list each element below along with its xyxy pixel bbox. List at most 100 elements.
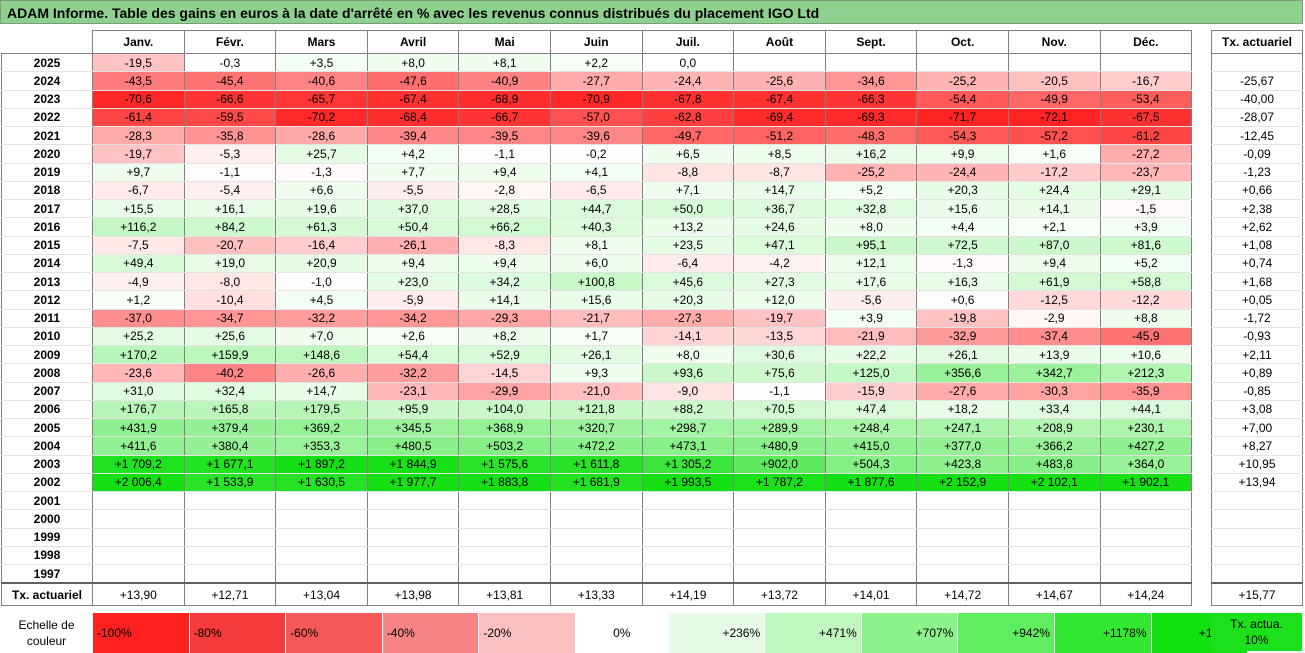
gain-cell: +28,5 — [458, 199, 551, 219]
month-header: Juin — [549, 30, 643, 54]
gain-cell — [275, 491, 368, 511]
footer-row: Tx. actuariel +13,90 +12,71 +13,04 +13,98 +13… — [1, 582, 1193, 607]
scale-swatch: +1178% — [1054, 613, 1152, 653]
gain-cell: +431,9 — [92, 418, 185, 438]
gain-cell: +32,4 — [183, 382, 276, 401]
month-header: Sept. — [824, 30, 917, 54]
gain-cell: +20,3 — [641, 290, 734, 310]
gain-cell: -61,4 — [92, 108, 185, 128]
gain-cell — [92, 546, 185, 566]
footer-label: Tx. actuariel — [1, 582, 93, 607]
gain-cell: +289,9 — [733, 418, 826, 438]
gains-table: Janv. Févr. Mars Avril Mai Juin Juil. Août Sept.… — [1, 30, 1193, 607]
gain-cell: -45,4 — [183, 71, 276, 91]
gain-cell: -32,2 — [275, 309, 368, 328]
month-header: Août — [733, 30, 826, 54]
actuarial-rate-cell: +1,08 — [1211, 236, 1303, 255]
gain-cell: -68,4 — [366, 108, 459, 128]
gain-cell: -1,0 — [275, 272, 368, 292]
gain-cell: -37,4 — [1007, 327, 1101, 347]
gain-cell: +1 897,2 — [275, 455, 368, 474]
table-row: 2012 +1,2 -10,4 +4,5 -5,9 +14,1 +15,6 +20,3 +12,… — [1, 290, 1193, 310]
gain-cell: +15,6 — [549, 290, 643, 310]
gain-cell — [733, 528, 826, 547]
gain-cell: -39,5 — [458, 126, 551, 146]
gain-cell — [458, 509, 551, 529]
gain-cell: +25,7 — [275, 144, 368, 164]
year-cell: 2015 — [1, 236, 93, 255]
table-row: 2023 -70,6 -66,6 -65,7 -67,4 -68,9 -70,9 -67,8-… — [1, 90, 1193, 109]
scale-swatch: -20% — [478, 613, 576, 653]
gain-cell: +0,6 — [916, 290, 1009, 310]
gain-cell — [458, 491, 551, 511]
gain-cell: +100,8 — [549, 272, 643, 292]
gain-cell: -19,8 — [916, 309, 1009, 328]
gain-cell — [275, 528, 368, 547]
gain-cell: +480,9 — [733, 436, 826, 456]
gain-cell: +1,2 — [92, 290, 185, 310]
year-cell: 2012 — [1, 290, 93, 310]
scale-tx-swatch: Tx. actua. 10% — [1211, 613, 1302, 651]
gain-cell: +366,2 — [1007, 436, 1101, 456]
actuarial-rate-cell — [1211, 509, 1303, 529]
gain-cell — [824, 53, 917, 73]
gain-cell: +18,2 — [916, 400, 1009, 420]
footer-rate-cell: +14,01 — [824, 582, 917, 607]
footer-rate-cell: +12,71 — [183, 582, 276, 607]
gain-cell: -8,0 — [183, 272, 276, 292]
gain-cell: +368,9 — [458, 418, 551, 438]
gain-cell: -5,9 — [366, 290, 459, 310]
footer-rate-cell: +13,72 — [733, 582, 826, 607]
gain-cell — [641, 564, 734, 584]
gain-cell — [916, 546, 1009, 566]
gain-cell: -62,8 — [641, 108, 734, 128]
gain-cell: -5,5 — [366, 181, 459, 201]
gain-cell: +75,6 — [733, 363, 826, 383]
gain-cell: +427,2 — [1099, 436, 1193, 456]
gain-cell: +159,9 — [183, 345, 276, 365]
gain-cell: +88,2 — [641, 400, 734, 420]
gain-cell: +95,1 — [824, 236, 917, 255]
gain-cell: -20,5 — [1007, 71, 1101, 91]
actuarial-rate-cell: -1,23 — [1211, 163, 1303, 182]
table-row: 2009 +170,2 +159,9 +148,6 +54,4 +52,9 +26,1 +8,… — [1, 345, 1193, 365]
gain-cell: +7,7 — [366, 163, 459, 182]
gain-cell: -8,8 — [641, 163, 734, 182]
gain-cell: 0,0 — [641, 53, 734, 73]
gain-cell: +356,6 — [916, 363, 1009, 383]
gain-cell: -2,8 — [458, 181, 551, 201]
gain-cell: +148,6 — [275, 345, 368, 365]
gain-cell: +345,5 — [366, 418, 459, 438]
gain-cell: +24,6 — [733, 217, 826, 237]
gain-cell — [916, 528, 1009, 547]
table-row: 2016 +116,2 +84,2 +61,3 +50,4 +66,2 +40,3 +13,2… — [1, 217, 1193, 237]
gain-cell: +25,6 — [183, 327, 276, 347]
gain-cell: +125,0 — [824, 363, 917, 383]
gain-cell: +353,3 — [275, 436, 368, 456]
gain-cell: +1 787,2 — [733, 473, 826, 493]
gain-cell: +15,6 — [916, 199, 1009, 219]
gain-cell: -32,9 — [916, 327, 1009, 347]
gain-cell: +95,9 — [366, 400, 459, 420]
table-row: 2013 -4,9 -8,0 -1,0 +23,0 +34,2 +100,8 +45,6 +27… — [1, 272, 1193, 292]
gain-cell: +1 305,2 — [641, 455, 734, 474]
gain-cell: -20,7 — [183, 236, 276, 255]
gain-cell — [733, 509, 826, 529]
gain-cell: +29,1 — [1099, 181, 1193, 201]
gain-cell: -7,5 — [92, 236, 185, 255]
month-header: Mars — [275, 30, 368, 54]
footer-rate-cell: +13,90 — [92, 582, 185, 607]
gain-cell: -21,9 — [824, 327, 917, 347]
gain-cell: -43,5 — [92, 71, 185, 91]
gain-cell: +1 677,1 — [183, 455, 276, 474]
gain-cell: +8,5 — [733, 144, 826, 164]
gain-cell: +26,1 — [549, 345, 643, 365]
gain-cell: +2 152,9 — [916, 473, 1009, 493]
gain-cell: -40,9 — [458, 71, 551, 91]
actuarial-rate-cell: -40,00 — [1211, 90, 1303, 109]
table-row: 2019 +9,7 -1,1 -1,3 +7,7 +9,4 +4,1 -8,8 -8,7 -25,… — [1, 163, 1193, 182]
gain-cell — [824, 509, 917, 529]
table-row: 2006 +176,7 +165,8 +179,5 +95,9 +104,0 +121,8 +… — [1, 400, 1193, 420]
gain-cell: -12,2 — [1099, 290, 1193, 310]
gain-cell: -1,3 — [916, 254, 1009, 274]
